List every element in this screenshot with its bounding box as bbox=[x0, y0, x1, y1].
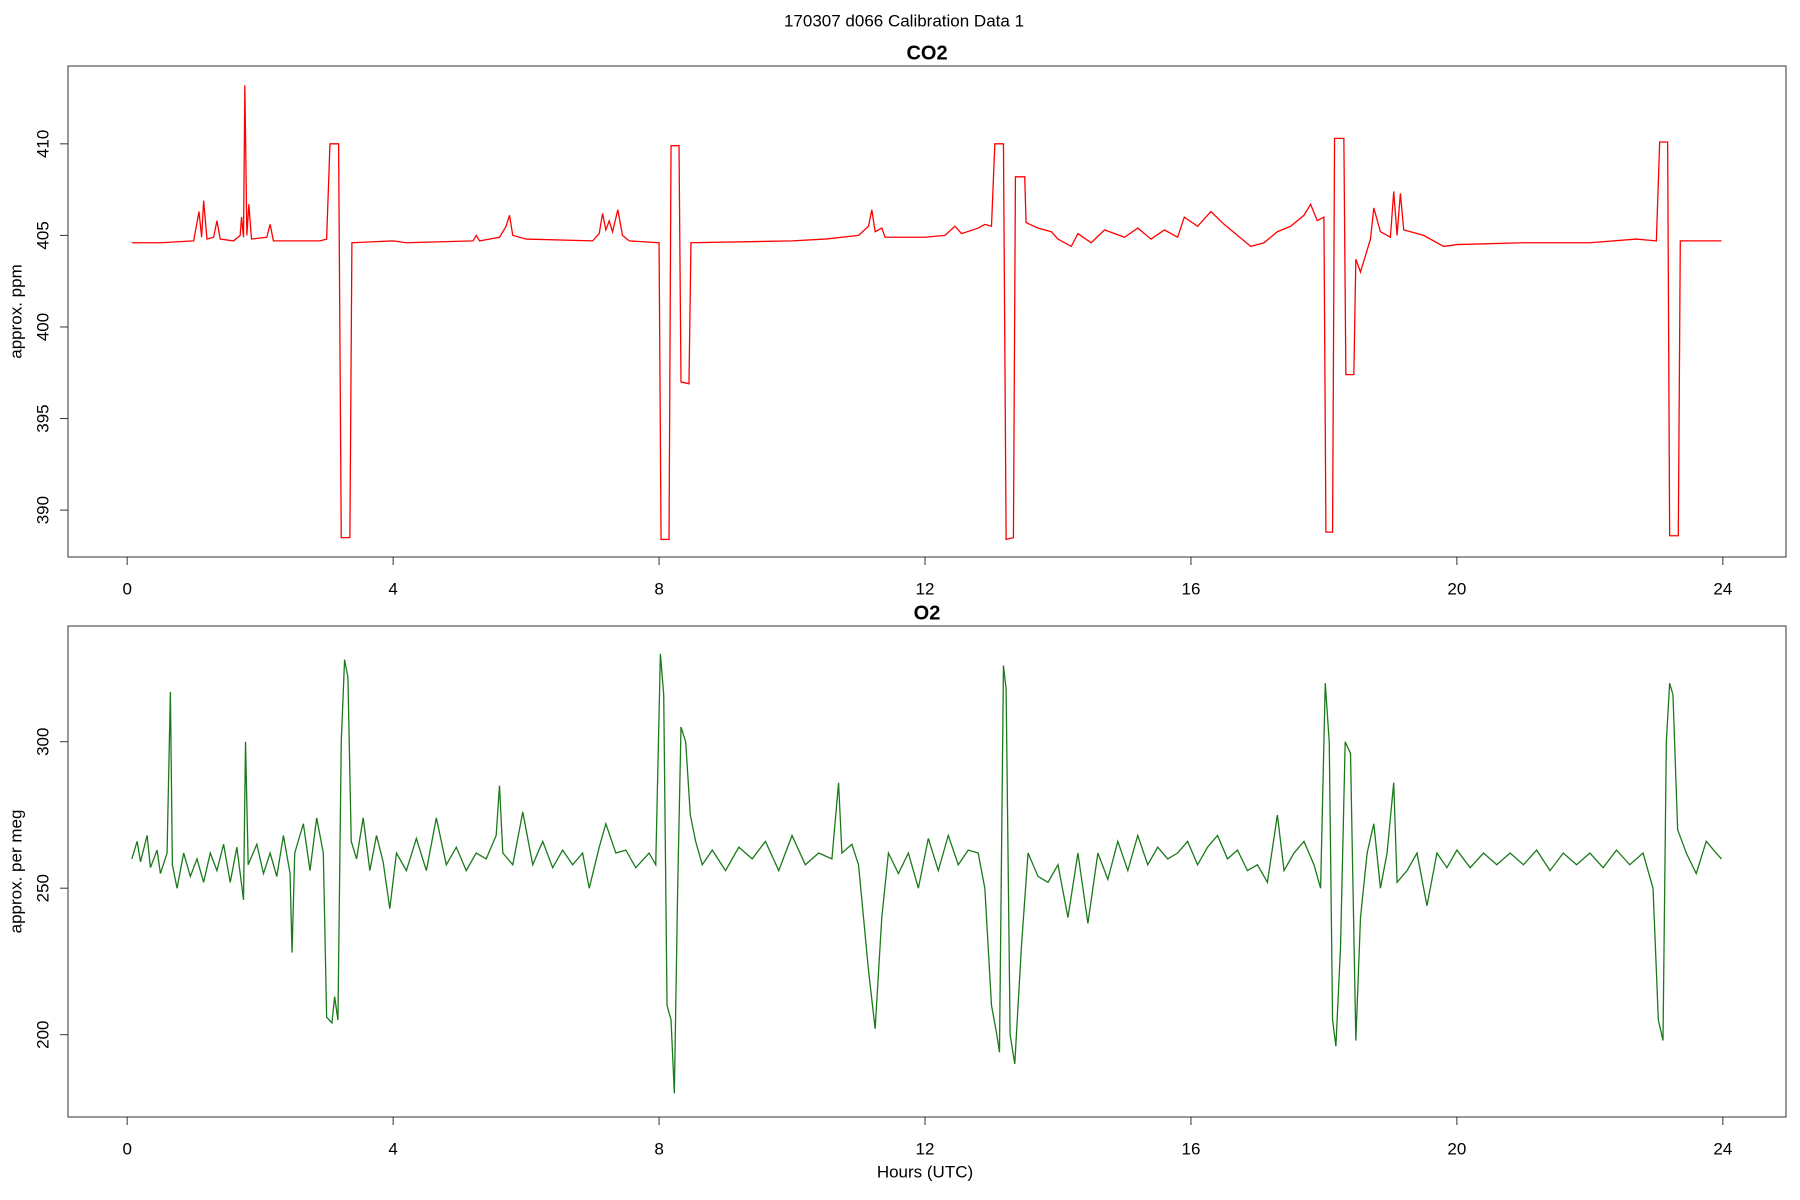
y-tick-label: 410 bbox=[33, 130, 52, 158]
panel: O2 approx. per meg Hours (UTC) 0 4 8 12 16 20 24 2… bbox=[6, 602, 1787, 1181]
y-tick-label: 405 bbox=[33, 221, 52, 249]
x-tick-label: 4 bbox=[388, 1139, 397, 1158]
plot-frame bbox=[67, 625, 1787, 1118]
data-line bbox=[131, 653, 1722, 1094]
y-tick-label: 390 bbox=[33, 496, 52, 524]
x-tick-label: 4 bbox=[388, 579, 397, 598]
x-tick-label: 20 bbox=[1447, 579, 1466, 598]
y-axis-label: approx. per meg bbox=[6, 810, 25, 934]
y-tick-label: 395 bbox=[33, 404, 52, 432]
y-tick-label: 200 bbox=[33, 1020, 52, 1048]
x-tick-label: 12 bbox=[916, 1139, 935, 1158]
x-tick-label: 0 bbox=[122, 579, 131, 598]
x-tick-label: 24 bbox=[1713, 579, 1732, 598]
y-tick-label: 250 bbox=[33, 874, 52, 902]
x-tick-label: 8 bbox=[654, 579, 663, 598]
x-tick-label: 24 bbox=[1713, 1139, 1732, 1158]
panel: CO2 approx. ppm 0 4 8 12 16 20 24 390 395 400 405 410 bbox=[6, 42, 1787, 598]
x-tick-label: 20 bbox=[1447, 1139, 1466, 1158]
y-axis-label: approx. ppm bbox=[6, 264, 25, 359]
panel-title: CO2 bbox=[906, 42, 947, 64]
y-tick-label: 300 bbox=[33, 728, 52, 756]
plot-frame bbox=[67, 65, 1787, 558]
panel-title: O2 bbox=[914, 602, 941, 624]
figure-title: 170307 d066 Calibration Data 1 bbox=[784, 11, 1024, 30]
x-tick-label: 8 bbox=[654, 1139, 663, 1158]
x-tick-label: 0 bbox=[122, 1139, 131, 1158]
y-tick-label: 400 bbox=[33, 313, 52, 341]
x-tick-label: 16 bbox=[1181, 1139, 1200, 1158]
data-line bbox=[131, 85, 1722, 541]
x-axis-label: Hours (UTC) bbox=[877, 1162, 973, 1181]
x-tick-label: 12 bbox=[916, 579, 935, 598]
x-tick-label: 16 bbox=[1181, 579, 1200, 598]
